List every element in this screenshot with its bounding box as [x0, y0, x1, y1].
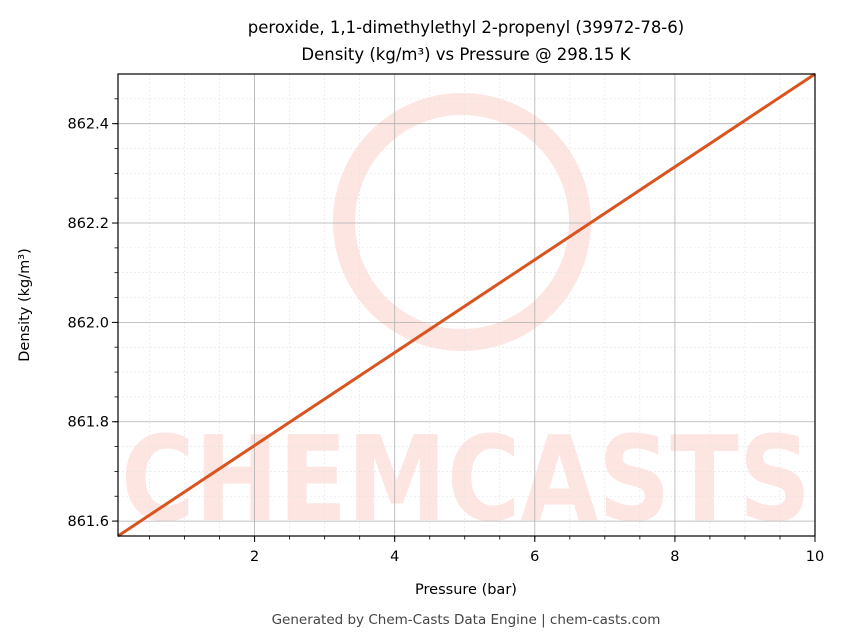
footer-credit: Generated by Chem-Casts Data Engine | ch… — [272, 612, 661, 628]
density-series-line — [117, 72, 816, 538]
x-tick-label: 8 — [670, 549, 679, 565]
x-axis-label: Pressure (bar) — [415, 582, 517, 598]
watermark-ring — [333, 93, 591, 351]
y-tick-label: 862.4 — [67, 117, 109, 133]
axis-ticks — [112, 98, 816, 542]
y-tick-label: 861.6 — [67, 514, 109, 530]
y-tick-label: 861.8 — [67, 415, 109, 431]
plot-frame — [117, 73, 816, 537]
x-tick-label: 4 — [390, 549, 399, 565]
y-axis-label: Density (kg/m³) — [17, 248, 33, 361]
x-tick-label: 2 — [250, 549, 259, 565]
watermark-text: CHEMCASTS — [121, 410, 811, 548]
series-layer — [117, 72, 816, 538]
chemcasts-watermark: CHEMCASTS — [121, 93, 811, 548]
tick-labels: 2 4 6 8 10 861.6 861.8 862.0 862.2 862.4 — [67, 117, 824, 565]
chart-subtitle: Density (kg/m³) vs Pressure @ 298.15 K — [301, 45, 631, 64]
y-tick-label: 862.2 — [67, 216, 109, 232]
x-tick-label: 10 — [806, 549, 824, 565]
major-grid — [118, 74, 815, 536]
x-tick-label: 6 — [530, 549, 539, 565]
chart-title: peroxide, 1,1-dimethylethyl 2-propenyl (… — [248, 18, 684, 37]
y-tick-label: 862.0 — [67, 315, 109, 331]
